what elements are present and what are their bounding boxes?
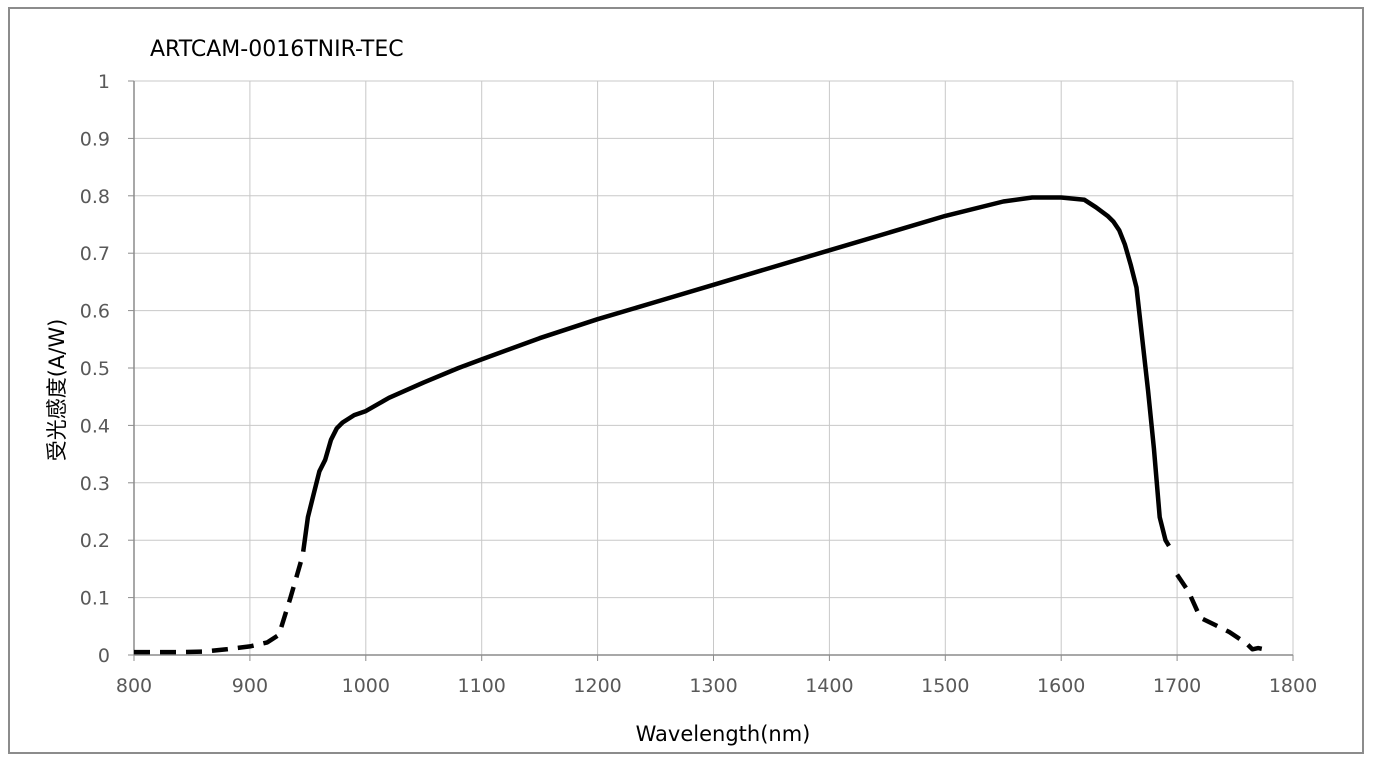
- y-tick-label: 0.6: [80, 301, 110, 323]
- plot-axes: [128, 80, 1294, 661]
- x-tick-label: 1400: [805, 675, 853, 697]
- chart-frame: [8, 7, 1364, 754]
- y-tick-label: 0.3: [80, 473, 110, 495]
- y-tick-label: 0.4: [80, 415, 110, 437]
- x-tick-label: 1000: [342, 675, 390, 697]
- dashed-series-line-0: [134, 556, 305, 655]
- y-tick-label: 0.8: [80, 186, 110, 208]
- x-axis-label: Wavelength(nm): [636, 722, 811, 746]
- y-tick-label: 0.1: [80, 588, 110, 610]
- x-tick-label: 900: [232, 675, 268, 697]
- x-tick-label: 1300: [689, 675, 737, 697]
- solid-series-line: [300, 195, 1171, 553]
- x-tick-label: 1600: [1037, 675, 1085, 697]
- x-tick-label: 1200: [573, 675, 621, 697]
- x-tick-label: 1100: [458, 675, 506, 697]
- gridlines: [134, 80, 1294, 655]
- dashed-series-line-2: [1175, 573, 1265, 652]
- tick-labels: 800 900 1000 1100 1200 1300 1400 1500 1600 1700 18…: [80, 71, 1317, 697]
- x-tick-label: 1500: [921, 675, 969, 697]
- y-tick-label: 0.7: [80, 243, 110, 265]
- y-tick-label: 0: [98, 645, 110, 667]
- x-tick-label: 1700: [1153, 675, 1201, 697]
- y-tick-label: 1: [98, 71, 110, 93]
- y-axis-label: 受光感度(A/W): [45, 319, 69, 462]
- y-tick-label: 0.2: [80, 530, 110, 552]
- y-tick-label: 0.5: [80, 358, 110, 380]
- series-lines: [134, 195, 1265, 655]
- x-tick-label: 800: [116, 675, 152, 697]
- chart-title: ARTCAM-0016TNIR-TEC: [150, 37, 404, 62]
- x-tick-label: 1800: [1269, 675, 1317, 697]
- y-tick-label: 0.9: [80, 128, 110, 150]
